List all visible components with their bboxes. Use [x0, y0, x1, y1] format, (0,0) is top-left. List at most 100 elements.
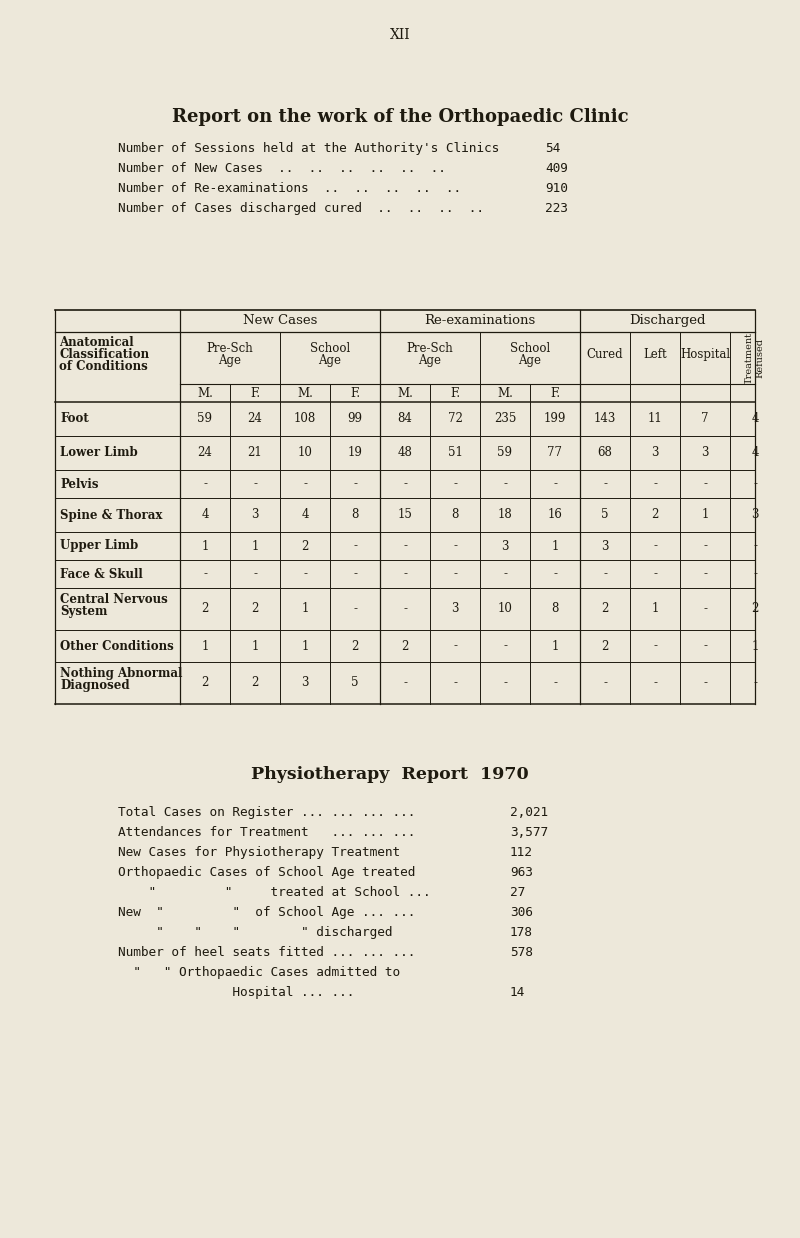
Text: 24: 24 — [247, 412, 262, 426]
Text: Classification: Classification — [59, 348, 149, 361]
Text: M.: M. — [197, 387, 213, 400]
Text: Other Conditions: Other Conditions — [60, 640, 174, 652]
Text: 1: 1 — [751, 640, 758, 652]
Text: 51: 51 — [447, 447, 462, 459]
Text: -: - — [403, 603, 407, 615]
Text: Age: Age — [418, 354, 442, 366]
Text: 27: 27 — [510, 886, 526, 899]
Text: "         "     treated at School ...: " " treated at School ... — [118, 886, 430, 899]
Text: 19: 19 — [347, 447, 362, 459]
Text: 199: 199 — [544, 412, 566, 426]
Text: Hospital: Hospital — [680, 348, 730, 361]
Text: 99: 99 — [347, 412, 362, 426]
Text: 1: 1 — [202, 540, 209, 552]
Text: 11: 11 — [648, 412, 662, 426]
Text: 72: 72 — [447, 412, 462, 426]
Text: Hospital ... ...: Hospital ... ... — [118, 985, 354, 999]
Text: 84: 84 — [398, 412, 413, 426]
Text: -: - — [553, 676, 557, 690]
Text: New Cases: New Cases — [243, 314, 317, 327]
Text: 14: 14 — [510, 985, 526, 999]
Text: Orthopaedic Cases of School Age treated: Orthopaedic Cases of School Age treated — [118, 867, 415, 879]
Text: F.: F. — [350, 387, 360, 400]
Text: 1: 1 — [251, 540, 258, 552]
Text: Spine & Thorax: Spine & Thorax — [60, 509, 162, 521]
Text: 5: 5 — [351, 676, 358, 690]
Text: Total Cases on Register ... ... ... ...: Total Cases on Register ... ... ... ... — [118, 806, 415, 820]
Text: 3: 3 — [251, 509, 258, 521]
Text: System: System — [60, 605, 107, 618]
Text: 578: 578 — [510, 946, 533, 959]
Text: Age: Age — [318, 354, 342, 366]
Text: Discharged: Discharged — [630, 314, 706, 327]
Text: 2: 2 — [651, 509, 658, 521]
Text: -: - — [403, 676, 407, 690]
Text: -: - — [753, 478, 757, 490]
Text: 910: 910 — [545, 182, 568, 196]
Text: -: - — [653, 478, 657, 490]
Text: 4: 4 — [751, 412, 758, 426]
Text: School: School — [310, 342, 350, 355]
Text: 3: 3 — [451, 603, 458, 615]
Text: 2: 2 — [751, 603, 758, 615]
Text: 1: 1 — [302, 640, 309, 652]
Text: 15: 15 — [398, 509, 413, 521]
Text: -: - — [453, 676, 457, 690]
Text: -: - — [503, 640, 507, 652]
Text: Number of Cases discharged cured  ..  ..  ..  ..: Number of Cases discharged cured .. .. .… — [118, 202, 484, 215]
Text: -: - — [603, 567, 607, 581]
Text: -: - — [353, 540, 357, 552]
Text: -: - — [653, 676, 657, 690]
Text: 4: 4 — [202, 509, 209, 521]
Text: -: - — [453, 567, 457, 581]
Text: F.: F. — [450, 387, 460, 400]
Text: 223: 223 — [545, 202, 568, 215]
Text: 10: 10 — [498, 603, 513, 615]
Text: 1: 1 — [651, 603, 658, 615]
Text: Left: Left — [643, 348, 667, 361]
Text: -: - — [703, 478, 707, 490]
Text: 1: 1 — [251, 640, 258, 652]
Text: -: - — [353, 603, 357, 615]
Text: Re-examinations: Re-examinations — [424, 314, 536, 327]
Text: Number of New Cases  ..  ..  ..  ..  ..  ..: Number of New Cases .. .. .. .. .. .. — [118, 162, 446, 175]
Text: 48: 48 — [398, 447, 413, 459]
Text: -: - — [403, 478, 407, 490]
Text: -: - — [753, 540, 757, 552]
Text: Foot: Foot — [60, 412, 89, 426]
Text: -: - — [203, 567, 207, 581]
Text: "    "    "        " discharged: " " " " discharged — [118, 926, 393, 938]
Text: 77: 77 — [547, 447, 562, 459]
Text: -: - — [703, 567, 707, 581]
Text: -: - — [553, 478, 557, 490]
Text: -: - — [753, 676, 757, 690]
Text: Number of Re-examinations  ..  ..  ..  ..  ..: Number of Re-examinations .. .. .. .. .. — [118, 182, 461, 196]
Text: 112: 112 — [510, 846, 533, 859]
Text: -: - — [703, 640, 707, 652]
Text: 108: 108 — [294, 412, 316, 426]
Text: Report on the work of the Orthopaedic Clinic: Report on the work of the Orthopaedic Cl… — [172, 108, 628, 126]
Text: Diagnosed: Diagnosed — [60, 678, 130, 692]
Text: 3: 3 — [651, 447, 658, 459]
Text: 1: 1 — [202, 640, 209, 652]
Text: 3: 3 — [502, 540, 509, 552]
Text: 1: 1 — [302, 603, 309, 615]
Text: "   " Orthopaedic Cases admitted to: " " Orthopaedic Cases admitted to — [118, 966, 400, 979]
Text: -: - — [553, 567, 557, 581]
Text: -: - — [653, 640, 657, 652]
Text: 1: 1 — [551, 640, 558, 652]
Text: -: - — [603, 478, 607, 490]
Text: M.: M. — [297, 387, 313, 400]
Text: Central Nervous: Central Nervous — [60, 593, 168, 605]
Text: 2: 2 — [202, 603, 209, 615]
Text: 4: 4 — [302, 509, 309, 521]
Text: of Conditions: of Conditions — [59, 360, 148, 373]
Text: 3: 3 — [702, 447, 709, 459]
Text: -: - — [653, 540, 657, 552]
Text: Cured: Cured — [586, 348, 623, 361]
Text: 68: 68 — [598, 447, 613, 459]
Text: F.: F. — [550, 387, 560, 400]
Text: New  "         "  of School Age ... ...: New " " of School Age ... ... — [118, 906, 415, 919]
Text: -: - — [503, 478, 507, 490]
Text: -: - — [703, 603, 707, 615]
